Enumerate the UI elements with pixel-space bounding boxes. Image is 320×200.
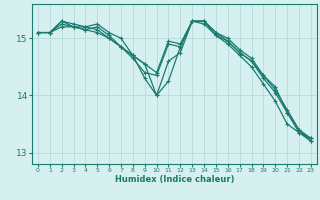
X-axis label: Humidex (Indice chaleur): Humidex (Indice chaleur) bbox=[115, 175, 234, 184]
